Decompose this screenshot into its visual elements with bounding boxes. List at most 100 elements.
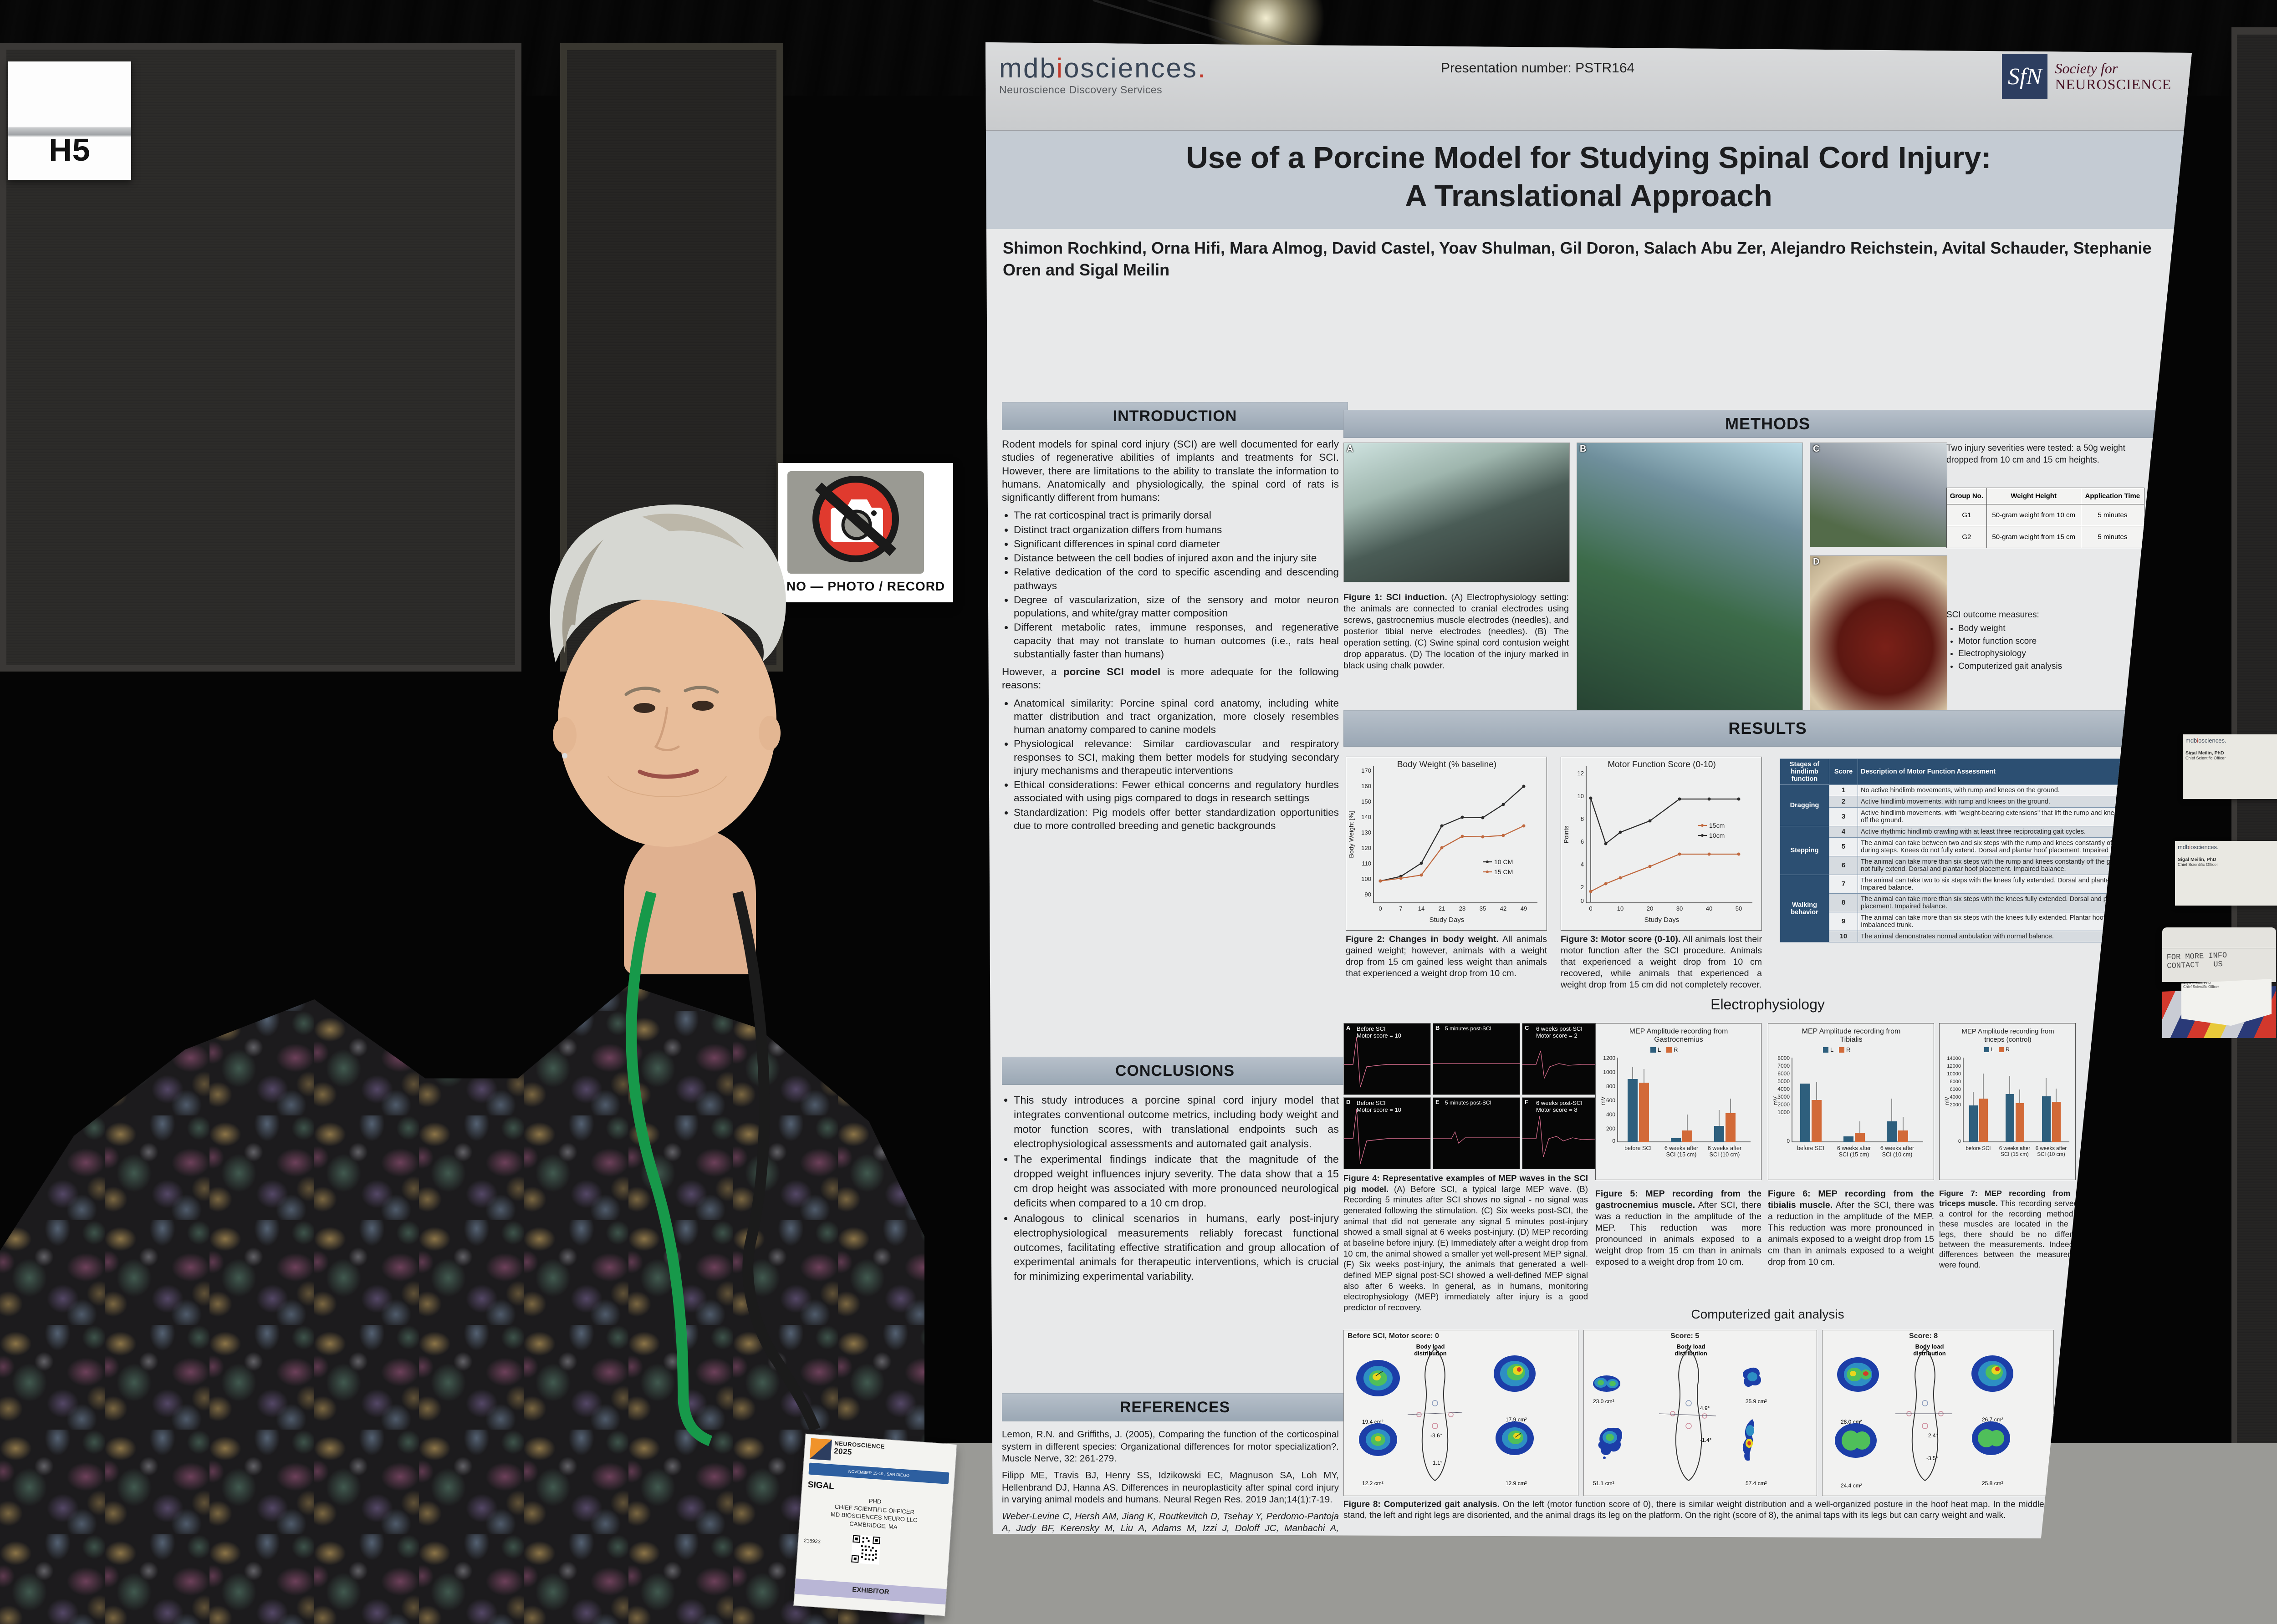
svg-text:35.9 cm²: 35.9 cm² <box>1746 1398 1767 1405</box>
svg-text:MEP Amplitude recording from: MEP Amplitude recording from <box>1629 1028 1728 1035</box>
svg-text:21: 21 <box>1439 905 1445 912</box>
svg-text:90: 90 <box>1365 891 1371 898</box>
svg-text:Body Weight (% baseline): Body Weight (% baseline) <box>1397 760 1496 769</box>
svg-text:2000: 2000 <box>1950 1102 1961 1108</box>
svg-text:triceps (control): triceps (control) <box>1984 1036 2031 1044</box>
svg-text:Points: Points <box>1562 826 1570 844</box>
svg-text:12.9 cm²: 12.9 cm² <box>1506 1480 1527 1487</box>
svg-text:40: 40 <box>1706 905 1712 912</box>
svg-text:7: 7 <box>1399 905 1402 912</box>
svg-text:SCI (15 cm): SCI (15 cm) <box>1666 1151 1697 1158</box>
svg-text:MEP Amplitude recording from: MEP Amplitude recording from <box>1802 1028 1901 1035</box>
svg-text:4000: 4000 <box>1950 1095 1961 1100</box>
svg-text:160: 160 <box>1361 783 1371 789</box>
svg-text:4000: 4000 <box>1777 1086 1790 1092</box>
svg-text:0: 0 <box>1612 1138 1615 1144</box>
svg-text:6 weeks after: 6 weeks after <box>2036 1146 2067 1151</box>
svg-text:10000: 10000 <box>1947 1071 1961 1077</box>
svg-text:1000: 1000 <box>1603 1069 1615 1075</box>
svg-text:28: 28 <box>1459 905 1465 912</box>
svg-text:8: 8 <box>1581 815 1584 822</box>
svg-text:400: 400 <box>1606 1111 1615 1118</box>
svg-text:4: 4 <box>1581 861 1584 868</box>
svg-text:25.8 cm²: 25.8 cm² <box>1982 1480 2003 1487</box>
svg-text:2000: 2000 <box>1777 1101 1790 1108</box>
svg-text:3000: 3000 <box>1777 1094 1790 1100</box>
svg-text:200: 200 <box>1606 1125 1615 1132</box>
svg-text:MEP Amplitude recording from: MEP Amplitude recording from <box>1961 1028 2054 1035</box>
svg-text:8000: 8000 <box>1950 1079 1961 1084</box>
svg-text:0: 0 <box>1958 1139 1961 1144</box>
svg-text:42: 42 <box>1500 905 1506 912</box>
svg-text:15 CM: 15 CM <box>1494 868 1513 876</box>
svg-text:7000: 7000 <box>1777 1063 1790 1069</box>
svg-text:1200: 1200 <box>1603 1055 1615 1061</box>
svg-text:0: 0 <box>1378 905 1382 912</box>
svg-text:12: 12 <box>1578 770 1584 777</box>
svg-text:Study Days: Study Days <box>1430 916 1465 924</box>
svg-text:-3.5°: -3.5° <box>1926 1455 1938 1461</box>
svg-text:6 weeks after: 6 weeks after <box>1708 1145 1741 1151</box>
svg-text:Study Days: Study Days <box>1644 916 1680 924</box>
svg-text:10: 10 <box>1578 793 1584 799</box>
svg-text:L: L <box>1991 1046 1994 1053</box>
svg-text:140: 140 <box>1361 814 1371 820</box>
svg-text:100: 100 <box>1361 876 1371 882</box>
svg-text:4.9°: 4.9° <box>1700 1405 1710 1411</box>
svg-text:Tibialis: Tibialis <box>1840 1036 1862 1044</box>
svg-text:SCI (15 cm): SCI (15 cm) <box>2001 1152 2029 1157</box>
svg-text:49: 49 <box>1521 905 1527 912</box>
svg-text:6000: 6000 <box>1950 1087 1961 1092</box>
svg-text:L: L <box>1658 1046 1661 1053</box>
svg-text:-1.4°: -1.4° <box>1700 1437 1712 1443</box>
svg-text:8000: 8000 <box>1777 1055 1790 1061</box>
svg-text:110: 110 <box>1362 860 1371 867</box>
svg-text:57.4 cm²: 57.4 cm² <box>1746 1480 1767 1487</box>
svg-text:0: 0 <box>1581 897 1584 904</box>
svg-text:1000: 1000 <box>1777 1109 1790 1115</box>
svg-text:120: 120 <box>1361 845 1371 851</box>
svg-text:35: 35 <box>1480 905 1486 912</box>
svg-text:600: 600 <box>1606 1097 1615 1104</box>
svg-text:10cm: 10cm <box>1709 832 1725 839</box>
svg-text:R: R <box>1846 1046 1850 1053</box>
svg-text:6 weeks after: 6 weeks after <box>1999 1146 2031 1151</box>
svg-text:before SCI: before SCI <box>1624 1145 1652 1151</box>
svg-text:mV: mV <box>1599 1096 1606 1105</box>
svg-text:14000: 14000 <box>1947 1056 1961 1061</box>
svg-text:800: 800 <box>1606 1083 1615 1089</box>
svg-text:6 weeks after: 6 weeks after <box>1880 1145 1914 1151</box>
svg-text:12.2 cm²: 12.2 cm² <box>1362 1480 1384 1487</box>
svg-text:30: 30 <box>1676 905 1683 912</box>
svg-text:0: 0 <box>1787 1138 1790 1144</box>
svg-text:2.4°: 2.4° <box>1928 1432 1938 1439</box>
svg-text:before SCI: before SCI <box>1797 1145 1824 1151</box>
svg-text:5000: 5000 <box>1777 1078 1790 1084</box>
svg-text:Motor Function Score (0-10): Motor Function Score (0-10) <box>1608 760 1716 769</box>
svg-text:15cm: 15cm <box>1709 822 1725 829</box>
svg-text:14: 14 <box>1418 905 1424 912</box>
svg-text:2: 2 <box>1581 884 1584 891</box>
svg-text:23.0 cm²: 23.0 cm² <box>1593 1398 1614 1405</box>
svg-text:51.1 cm²: 51.1 cm² <box>1593 1480 1614 1487</box>
svg-text:R: R <box>1674 1046 1678 1053</box>
svg-text:mV: mV <box>1944 1097 1950 1105</box>
svg-text:130: 130 <box>1361 829 1371 836</box>
svg-text:50: 50 <box>1736 905 1742 912</box>
svg-text:SCI (10 cm): SCI (10 cm) <box>2037 1152 2065 1157</box>
svg-text:24.4 cm²: 24.4 cm² <box>1841 1482 1862 1489</box>
svg-text:6 weeks after: 6 weeks after <box>1664 1145 1698 1151</box>
svg-text:10 CM: 10 CM <box>1494 858 1513 865</box>
svg-text:SCI (10 cm): SCI (10 cm) <box>1710 1151 1740 1158</box>
svg-text:0: 0 <box>1589 905 1592 912</box>
svg-text:Body Weight [%]: Body Weight [%] <box>1348 811 1355 858</box>
svg-text:Gastrocnemius: Gastrocnemius <box>1654 1036 1703 1044</box>
svg-text:SCI (15 cm): SCI (15 cm) <box>1839 1151 1869 1158</box>
svg-text:mV: mV <box>1772 1096 1779 1105</box>
svg-text:6 weeks after: 6 weeks after <box>1837 1145 1871 1151</box>
svg-text:150: 150 <box>1361 798 1371 805</box>
svg-text:before SCI: before SCI <box>1966 1146 1991 1151</box>
svg-text:SCI (10 cm): SCI (10 cm) <box>1882 1151 1913 1158</box>
svg-text:-3.6°: -3.6° <box>1430 1432 1442 1439</box>
svg-text:R: R <box>2006 1046 2010 1053</box>
